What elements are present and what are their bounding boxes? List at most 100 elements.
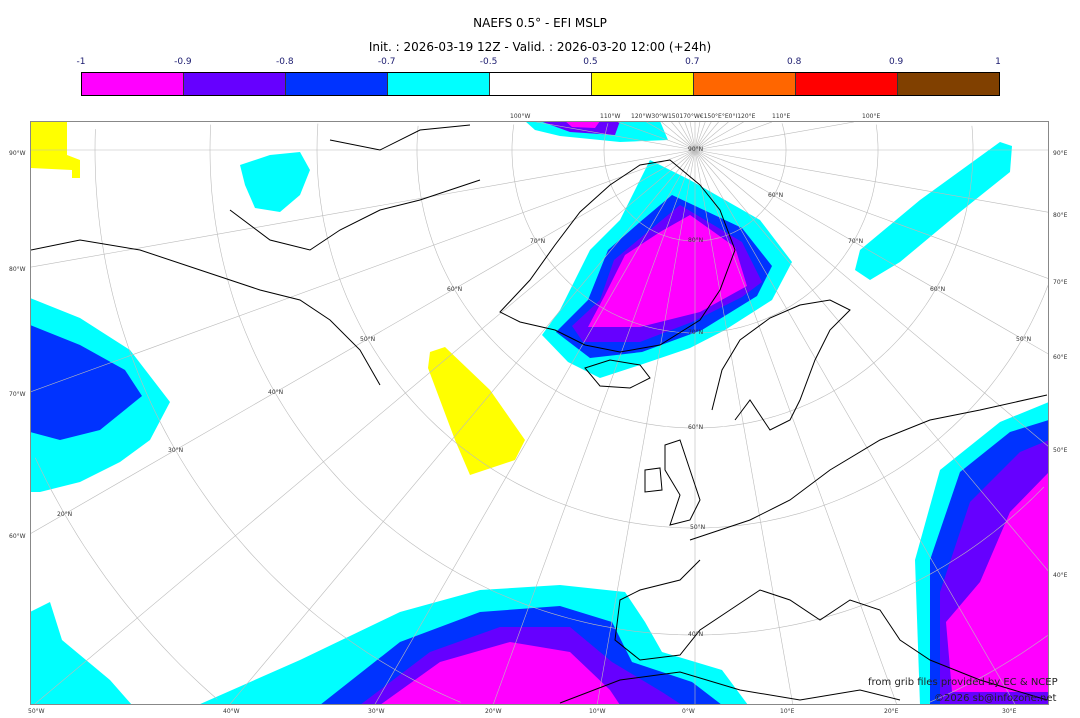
efi-cyan-ne <box>855 142 1012 280</box>
graticule-label: 30°E <box>1002 708 1017 715</box>
graticule-label: 100°E <box>862 113 881 120</box>
meridian-line <box>694 122 706 151</box>
map-svg <box>31 122 1048 704</box>
meridian-line <box>694 122 701 151</box>
colorbar-swatch <box>388 73 490 95</box>
graticule-label: 60°N <box>447 286 463 293</box>
graticule-label: 100°W <box>510 113 531 120</box>
colorbar-swatch <box>694 73 796 95</box>
meridian-line <box>661 122 696 151</box>
meridian-line <box>694 149 897 704</box>
meridian-line <box>493 149 696 704</box>
colorbar-swatch <box>184 73 286 95</box>
efi-magenta-arctic <box>566 122 600 128</box>
graticule-label: 10°W <box>589 708 606 715</box>
graticule-label: 70°N <box>530 238 546 245</box>
graticule-label: 60°N <box>768 192 784 199</box>
efi-cyan-sw <box>31 602 132 704</box>
map-title: NAEFS 0.5° - EFI MSLP <box>473 16 607 30</box>
graticule-label: 20°W <box>485 708 502 715</box>
colorbar-tick: 0.7 <box>685 57 700 67</box>
graticule-label: 20°E <box>884 708 899 715</box>
graticule-label: 70°N <box>688 329 704 336</box>
meridian-line <box>646 122 696 151</box>
graticule-label: 110°W <box>600 113 621 120</box>
graticule-label: 120°W30°W150170°W€150°E°E0°I120°E <box>631 113 756 120</box>
meridian-line <box>597 149 696 704</box>
graticule-label: 50°N <box>1016 336 1032 343</box>
parallel-line <box>511 124 879 334</box>
colorbar-swatch <box>898 73 999 95</box>
efi-magenta-east <box>946 473 1048 692</box>
credit-source: from grib files provided by EC & NCEP <box>868 677 1058 688</box>
meridian-line <box>678 122 696 151</box>
meridian-line <box>694 122 729 151</box>
meridian-line <box>617 122 696 151</box>
graticule-label: 60°W <box>9 533 26 540</box>
graticule-label: 50°W <box>28 708 45 715</box>
meridian-line <box>374 149 696 704</box>
colorbar-swatch <box>490 73 592 95</box>
graticule-label: 90°N <box>688 146 704 153</box>
graticule-label: 90°E <box>1053 150 1068 157</box>
efi-blue-west <box>31 325 142 440</box>
graticule-label: 70°W <box>9 391 26 398</box>
graticule-label: 50°E <box>1053 447 1068 454</box>
meridian-line <box>31 149 696 534</box>
meridian-line <box>694 122 712 151</box>
efi-fields <box>31 122 1048 704</box>
efi-cyan-baffin <box>240 152 310 212</box>
meridian-line <box>694 149 1016 704</box>
coast-iceland <box>584 359 651 389</box>
graticule-label: 30°W <box>368 708 385 715</box>
colorbar-tick: 0.5 <box>583 57 598 67</box>
colorbar-swatch <box>82 73 184 95</box>
colorbar-tick: -0.9 <box>174 57 192 67</box>
parallel-line <box>316 123 1048 529</box>
graticule-label: 40°N <box>268 389 284 396</box>
map-area <box>30 121 1049 705</box>
coast-scandinavia <box>711 299 851 431</box>
graticule-label: 60°E <box>1053 354 1068 361</box>
meridian-line <box>229 149 696 704</box>
meridian-line <box>684 122 696 151</box>
efi-purple-arctic <box>542 122 620 135</box>
graticule-label: 80°E <box>1053 212 1068 219</box>
parallel-line <box>94 129 1048 703</box>
colorbar-tick: -0.8 <box>275 57 294 67</box>
efi-magenta-greenland <box>588 215 747 327</box>
colorbar-tick: -0.5 <box>479 57 498 67</box>
meridian-line <box>31 149 696 268</box>
efi-magenta-south <box>381 642 620 704</box>
coast-africa <box>559 671 901 704</box>
meridian-line <box>689 122 696 151</box>
meridian-line <box>31 149 696 392</box>
graticule-label: 80°N <box>688 237 704 244</box>
meridian-line <box>694 122 773 151</box>
meridian-line <box>694 149 1048 213</box>
meridian-line <box>694 149 1048 355</box>
colorbar-tick: -0.7 <box>377 57 396 67</box>
coast-canada <box>31 124 481 386</box>
coastlines <box>31 124 1048 704</box>
graticule-label: 0°W <box>682 708 695 715</box>
coast-britain <box>644 439 701 526</box>
coast-greenland <box>499 159 736 353</box>
colorbar-tick: 0.9 <box>888 57 904 67</box>
colorbar-swatch <box>796 73 898 95</box>
meridian-line <box>694 149 1048 279</box>
graticule-label: 40°W <box>223 708 240 715</box>
parallel-line <box>603 123 787 242</box>
meridian-line <box>694 122 744 151</box>
meridian-line <box>694 122 719 151</box>
credit-copyright: ©2026 sb@infozone.net <box>934 693 1057 704</box>
colorbar-tick: 1 <box>995 57 1001 67</box>
graticule-label: 60°N <box>930 286 946 293</box>
map-subtitle: Init. : 2026-03-19 12Z - Valid. : 2026-0… <box>368 40 712 54</box>
colorbar-tick: -1 <box>76 57 86 67</box>
graticule-label: 80°W <box>9 266 26 273</box>
graticule-label: 50°N <box>360 336 376 343</box>
coast-europe <box>614 394 1048 701</box>
parallel-line <box>34 457 218 700</box>
graticule-label: 70°E <box>1053 279 1068 286</box>
